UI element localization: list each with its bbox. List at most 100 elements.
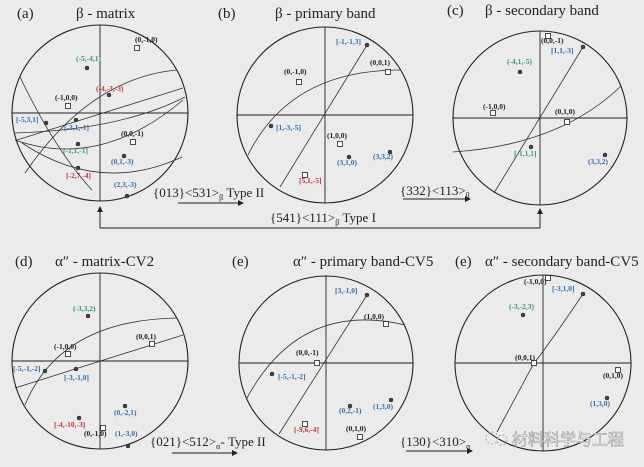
svg-text:{332}<113>β: {332}<113>β [400,183,470,200]
relation-subscript: β [335,218,339,227]
relation-suffix: Type I [339,210,376,225]
pole-label: [-3,1,-1] [64,123,89,132]
pole-label: (1,0,0) [327,131,347,140]
pole-square-marker [296,79,302,85]
relation-text: {013}<531> [153,185,219,200]
pole: (0,-2,1) [114,403,137,417]
pole: (1,-3,0) [115,429,138,449]
pole-dot-marker [75,141,81,147]
relation-subscript: β [466,191,470,200]
pole-dot-marker [43,120,49,126]
pole-label: [1,1,-3] [551,46,574,55]
great-circle-trace [278,294,368,435]
great-circle-trace [24,69,178,174]
pole-square-marker [383,321,389,327]
pole: (0,1,0) [346,424,366,440]
pole-label: (0,-1,0) [284,67,307,76]
panel-title: β - matrix [76,6,136,22]
relation-b-c: {332}<113>β [400,183,471,202]
pole: [-5,-1,-2] [13,364,48,374]
pole: (1,0,0) [327,131,347,147]
relation-subscript: α [216,442,221,451]
pole-label: (2,3,-3) [114,180,137,189]
pole-dot-marker [122,403,128,409]
pole-label: (-4,1,-5) [507,57,532,66]
svg-text:{130}<310>α: {130}<310>α [400,434,471,451]
relation-a-b: {013}<531>β Type II [153,185,264,206]
pole: (0,1,-3) [111,153,134,166]
pole-label: (-3,-2,3) [509,302,534,311]
pole-label: [-1,1,1] [514,149,537,158]
pole: [-9,6,-4] [294,421,319,434]
pole-label: (1,-3,0) [115,429,138,438]
pole-square-marker [615,367,621,373]
pole-square-marker [65,351,71,357]
pole-dot-marker [73,117,79,123]
pole-label: (0,-1,0) [135,35,158,44]
pole-label: (-1,0,0) [54,342,77,351]
pole-dot-marker [124,193,130,199]
pole: (-1,0,0) [524,275,551,286]
pole: [-1,-1,3] [336,37,370,48]
pole-label: [-5,-1,-2] [278,372,306,381]
pole: [5,1,-5] [299,172,322,185]
pole-square-marker [302,172,308,178]
pole-dot-marker [580,44,586,50]
pole-dot-marker [346,154,352,160]
pole-square-marker [302,421,308,427]
pole: (0,1,0) [603,367,623,380]
pole: (-4,1,-5) [507,57,532,75]
pole-dot-marker [602,152,608,158]
pole-dot-marker [269,371,275,377]
svg-text:{013}<531>β Type II: {013}<531>β Type II [153,185,264,202]
pole-label: (1,3,0) [373,402,393,411]
pole-label: (0,-1,0) [84,429,107,438]
pole-dot-marker [121,153,127,159]
pole-label: (0,0,1) [370,58,390,67]
pole-dot-marker [604,395,610,401]
panel-tag: (e) [232,254,249,270]
pole-label: (-1,0,0) [55,93,78,102]
pole-label: (0,0,1) [515,353,535,362]
pole: (1,0,0) [364,312,389,327]
pole-dot-marker [106,92,112,98]
pole-square-marker [564,119,570,125]
relation-d-e: {021}<512>α- Type II [150,434,266,456]
pole: [-3,-1,0] [64,366,89,382]
pole-square-marker [531,360,537,366]
pole: (-1,0,0) [483,102,506,116]
pole-label: (0,0,-1) [541,36,564,45]
panel-tag: (b) [218,6,236,22]
pole-label: [-1,1,-1] [63,146,88,155]
pole-dot-marker [364,42,370,48]
pole: (0,-1,0) [134,35,158,51]
panel-title: β - primary band [275,6,376,22]
relation-text: {541}<111> [270,210,335,225]
pole-label: [-4,-10,-3] [54,420,85,429]
panel-tag: (c) [447,3,464,19]
stereogram-panel: (c) β - secondary band (0,0,-1)[1,1,-3] (-4… [447,3,628,206]
great-circle-trace [21,142,183,174]
pole: (0,0,1) [370,58,391,75]
pole: (3,3,2) [588,152,608,166]
pole: (0,0,-1) [541,33,564,45]
pole-dot-marker [42,368,48,374]
pole-label: [-5,3,1] [16,115,39,124]
pole: (0,0,1) [136,332,156,347]
great-circle-trace [246,319,406,399]
pole-label: (-5,-4,1) [76,54,101,63]
pole-label: (0,-2,1) [114,408,137,417]
great-circle-trace [493,46,584,194]
pole-label: (0,2,-1) [339,406,362,415]
pole-dot-marker [125,443,131,449]
watermark-text: 材料科学与工程 [512,430,624,449]
pole-dot-marker [580,291,586,297]
pole-label: (-3,3,2) [73,304,96,313]
pole-dot-marker [347,403,353,409]
pole-dot-marker [528,144,534,150]
pole-label: (0,1,0) [603,371,623,380]
pole-label: [-3,-1,0] [64,373,89,382]
great-circle-trace [24,317,178,406]
relation-a-c: {541}<111>β Type I [97,206,543,229]
pole-square-marker [149,341,155,347]
